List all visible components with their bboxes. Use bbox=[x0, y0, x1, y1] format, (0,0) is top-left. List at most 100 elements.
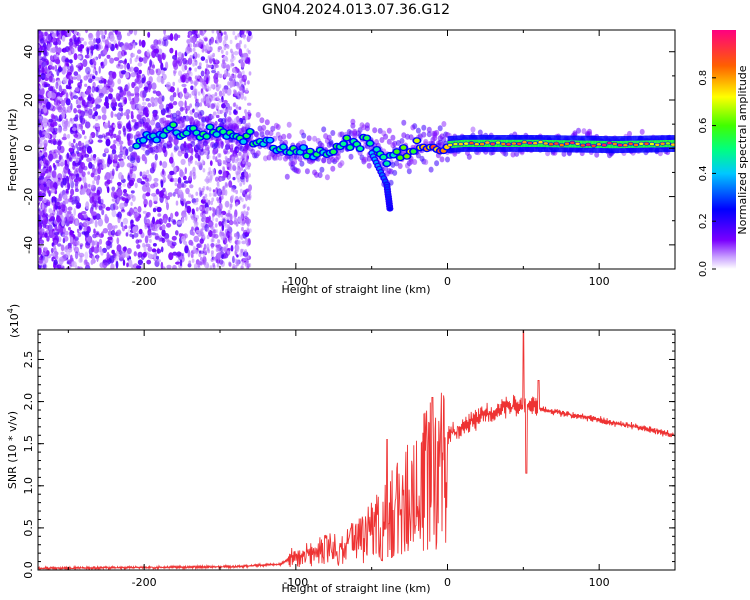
noise-speckle bbox=[101, 87, 107, 95]
noise-speckle bbox=[163, 30, 166, 35]
noise-speckle bbox=[193, 223, 197, 228]
noise-speckle bbox=[147, 84, 151, 93]
noise-speckle bbox=[237, 95, 241, 100]
noise-speckle bbox=[114, 43, 118, 49]
noise-speckle bbox=[101, 114, 107, 121]
noise-speckle bbox=[105, 206, 111, 211]
ridge-halo bbox=[128, 146, 134, 152]
noise-speckle bbox=[56, 215, 61, 223]
noise-speckle bbox=[173, 69, 177, 74]
noise-speckle bbox=[133, 95, 140, 104]
noise-speckle bbox=[126, 32, 131, 37]
ridge-blob bbox=[190, 126, 197, 131]
noise-speckle bbox=[61, 205, 68, 214]
noise-speckle bbox=[77, 140, 82, 147]
noise-speckle bbox=[229, 163, 233, 168]
noise-speckle bbox=[212, 155, 216, 160]
noise-speckle bbox=[222, 171, 227, 179]
ridge-halo bbox=[224, 144, 230, 151]
noise-speckle bbox=[224, 89, 228, 94]
noise-speckle bbox=[38, 157, 41, 162]
noise-speckle bbox=[166, 202, 169, 211]
ridge-halo bbox=[412, 159, 418, 165]
noise-speckle bbox=[172, 220, 177, 225]
noise-speckle bbox=[203, 75, 207, 80]
noise-speckle bbox=[63, 109, 69, 114]
noise-speckle bbox=[226, 87, 232, 96]
noise-speckle bbox=[219, 92, 222, 98]
noise-speckle bbox=[231, 158, 235, 164]
noise-speckle bbox=[74, 87, 80, 92]
noise-speckle bbox=[110, 230, 116, 236]
noise-speckle bbox=[202, 168, 206, 173]
noise-speckle bbox=[60, 158, 65, 167]
noise-speckle bbox=[185, 187, 190, 195]
ridge-blob bbox=[671, 143, 675, 146]
noise-speckle bbox=[229, 80, 233, 89]
ridge-halo bbox=[426, 126, 432, 133]
ridge-halo bbox=[175, 110, 181, 117]
noise-speckle bbox=[212, 262, 216, 268]
noise-speckle bbox=[248, 184, 253, 192]
noise-speckle bbox=[78, 258, 83, 263]
noise-speckle bbox=[68, 247, 73, 253]
noise-speckle bbox=[215, 217, 219, 223]
noise-speckle bbox=[242, 85, 246, 94]
noise-speckle bbox=[177, 189, 183, 195]
noise-speckle bbox=[146, 186, 151, 195]
noise-speckle bbox=[83, 135, 87, 140]
noise-speckle bbox=[75, 240, 80, 246]
noise-speckle bbox=[38, 247, 42, 256]
noise-speckle bbox=[102, 153, 107, 157]
noise-speckle bbox=[240, 248, 244, 254]
noise-speckle bbox=[88, 103, 93, 108]
noise-speckle bbox=[194, 160, 198, 165]
noise-speckle bbox=[125, 148, 129, 157]
noise-speckle bbox=[76, 150, 80, 155]
noise-speckle bbox=[104, 147, 109, 152]
noise-speckle bbox=[222, 59, 226, 65]
colorbar-label: Normalized spectral amplitude bbox=[736, 65, 749, 234]
noise-speckle bbox=[201, 232, 205, 237]
noise-speckle bbox=[116, 197, 120, 204]
noise-speckle bbox=[131, 81, 136, 89]
svg-text:(x104): (x104) bbox=[6, 304, 21, 338]
noise-speckle bbox=[165, 195, 171, 200]
ridge-blob bbox=[655, 143, 660, 147]
ridge-halo bbox=[439, 156, 445, 163]
noise-speckle bbox=[172, 264, 177, 269]
noise-speckle bbox=[198, 38, 202, 43]
noise-speckle bbox=[94, 219, 98, 228]
noise-speckle bbox=[243, 52, 247, 58]
noise-speckle bbox=[58, 209, 63, 215]
noise-speckle bbox=[212, 233, 216, 239]
noise-speckle bbox=[149, 167, 155, 174]
noise-speckle bbox=[142, 193, 146, 200]
noise-speckle bbox=[81, 211, 87, 215]
noise-speckle bbox=[194, 94, 198, 100]
noise-speckle bbox=[144, 235, 149, 244]
noise-speckle bbox=[84, 153, 90, 158]
noise-speckle bbox=[132, 53, 136, 57]
noise-speckle bbox=[218, 249, 222, 254]
noise-speckle bbox=[173, 166, 177, 173]
noise-speckle bbox=[244, 237, 248, 242]
ridge-halo bbox=[423, 159, 429, 166]
noise-speckle bbox=[208, 192, 212, 197]
noise-speckle bbox=[43, 82, 49, 87]
ridge-halo bbox=[587, 128, 592, 135]
noise-speckle bbox=[45, 159, 49, 166]
noise-speckle bbox=[73, 53, 78, 61]
noise-speckle bbox=[52, 127, 58, 132]
ridge-blob bbox=[533, 141, 538, 145]
noise-speckle bbox=[211, 226, 215, 231]
noise-speckle bbox=[224, 155, 228, 161]
noise-speckle bbox=[204, 193, 208, 199]
noise-speckle bbox=[237, 240, 241, 245]
ridge-blob bbox=[474, 142, 479, 146]
noise-speckle bbox=[45, 175, 51, 179]
noise-speckle bbox=[55, 201, 61, 206]
ridge-blob bbox=[501, 142, 506, 146]
noise-speckle bbox=[130, 220, 134, 224]
noise-speckle bbox=[121, 174, 124, 180]
